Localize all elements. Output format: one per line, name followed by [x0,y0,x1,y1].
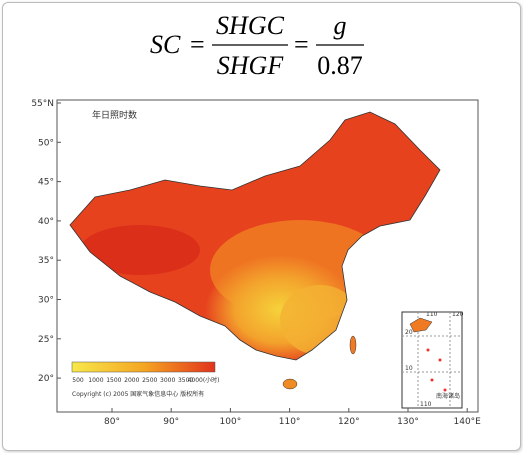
lat-label: 35° [38,256,54,266]
formula-eq: = [190,30,205,59]
lat-label: 30° [38,296,54,306]
legend-label: 2000 [124,377,139,384]
formula-eq: = [294,30,309,59]
legend-label: 3500 [178,377,193,384]
lon-label: 130° [397,417,419,427]
lat-label: 20° [38,374,54,384]
legend-label: 3000 [160,377,175,384]
lon-label: 90° [163,417,179,427]
lon-label: 80° [104,417,120,427]
lat-label: 50° [38,138,54,148]
copyright: Copyright (c) 2005 国家气象信息中心 版权所有 [72,390,204,398]
lat-label: 25° [38,335,54,345]
legend-label: 1500 [106,377,121,384]
lon-label: 110° [279,417,301,427]
inset-lat: 10 [405,365,413,372]
formula-lhs: SC [150,30,181,59]
inset-lat: 20 [405,329,413,336]
lon-label: 100° [220,417,242,427]
legend-label: 4000(小时) [188,376,220,384]
lon-label: 120° [338,417,360,427]
formula-den: SHGF [217,51,285,80]
lat-label: 40° [38,217,54,227]
inset-lon: 110 [420,401,432,408]
formula-num: SHGC [216,11,285,40]
legend-label: 1000 [88,377,103,384]
map-title: 年日照时数 [92,109,137,121]
legend-label: 2500 [142,377,157,384]
lat-label: 55°N [31,99,54,109]
lat-label: 45° [38,178,54,188]
formula-num: g [334,11,347,40]
inset-lon: 110 [426,311,438,318]
inset-lon: 120 [452,311,464,318]
formula: SC = SHGC SHGF = g 0.87 [150,11,364,80]
legend-label: 500 [72,377,84,384]
lon-label: 140°E [454,417,482,427]
inset-label: 南海诸岛 [436,392,460,400]
formula-den: 0.87 [317,51,363,80]
legend-bar [71,361,216,373]
